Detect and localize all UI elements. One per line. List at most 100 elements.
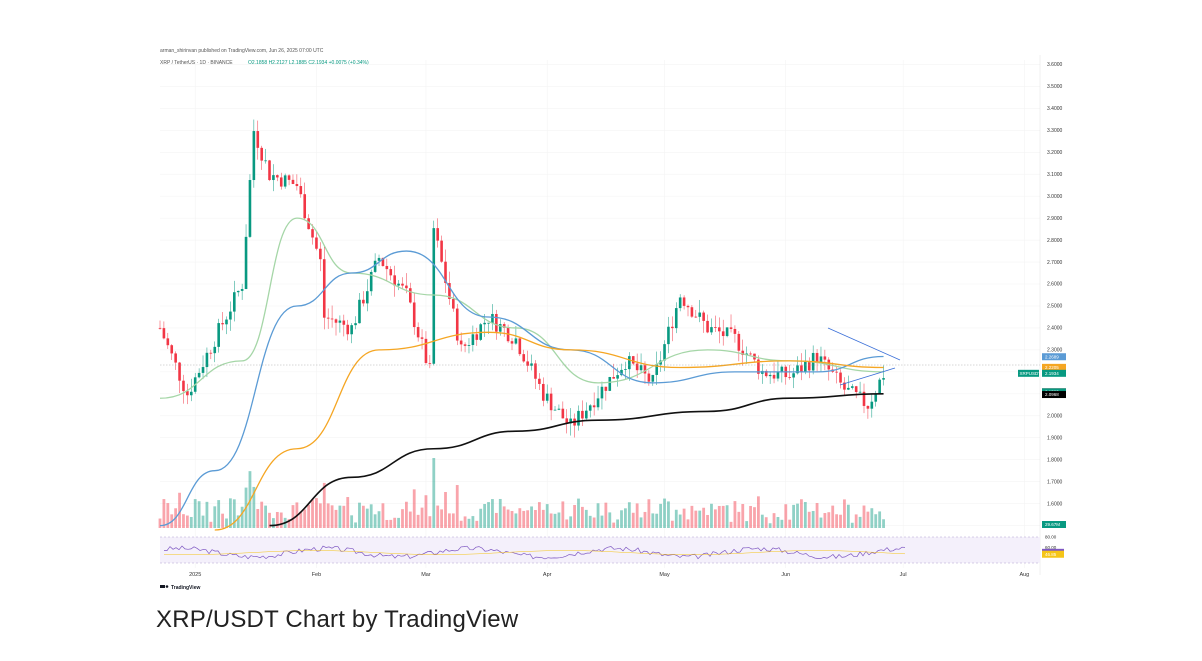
candle-body [483,322,486,325]
y-tick-label: 1.6000 [1047,501,1063,507]
volume-bar [655,513,659,528]
volume-bar [252,486,256,528]
trendline-upper [827,327,901,361]
candle-body [561,408,565,419]
volume-bar [698,510,702,528]
candle-body [272,175,275,181]
volume-bar [772,513,776,528]
candle-body [201,367,205,373]
candle-body [706,320,709,333]
candle-body [358,299,361,324]
candle-body [166,338,170,346]
moving-averages [159,217,884,531]
candle-body [315,237,318,249]
candle-body [678,297,682,309]
candlesticks [158,119,885,438]
volume-bar [612,522,616,528]
volume-bar [831,505,835,528]
volume-bar [354,522,357,528]
volume-bar [647,499,651,528]
candle-body [475,334,479,340]
candle-body [585,410,588,419]
volume-bar [659,503,663,528]
candle-body [291,179,295,185]
volume-bar [565,519,569,528]
volume-bar [780,519,784,528]
volume-bar [815,503,819,528]
candle-body [686,305,690,308]
candle-body [702,312,705,321]
rsi-ma-line [163,550,906,555]
volume-bar [737,511,741,528]
candle-body [768,374,772,377]
candle-body [874,394,878,402]
candle-body [189,391,193,396]
volume-bar [256,509,260,528]
volume-bar [678,514,682,528]
candle-body [698,312,702,317]
volume-bar [581,506,584,528]
volume-bar [397,517,400,528]
logo-text: TradingView [171,585,200,591]
volume-bar [393,517,397,528]
volume-bar [506,509,510,528]
rsi-tag [1042,550,1064,558]
volume-bar [561,501,565,528]
candle-body [162,328,166,339]
candle-body [545,393,549,401]
candle-body [236,290,240,293]
volume-bar [193,499,197,528]
candle-body [772,374,776,379]
candle-body [252,131,256,181]
volume-bar [854,514,858,528]
x-tick-label: Feb [312,572,321,578]
volume-bar [412,489,416,528]
volume-bar [553,513,557,528]
candle-body [780,366,784,372]
candle-body [800,365,803,372]
chart-caption: XRP/USDT Chart by TradingView [156,606,519,633]
candle-body [541,383,545,401]
candle-body [714,327,717,328]
candle-body [651,374,655,382]
candle-body [733,328,737,334]
volume-bar [303,509,307,528]
volume-bar [287,519,291,528]
candle-body [588,405,592,411]
volume-bar [757,496,760,528]
volume-bar [185,515,189,528]
candle-body [463,344,467,346]
candle-body [526,361,529,366]
candle-body [510,341,514,344]
candle-body [264,160,267,162]
volume-bar [760,514,764,528]
volume-bar [463,516,467,528]
x-tick-label: Mar [421,572,431,578]
candle-body [369,271,373,292]
volume-bar [455,485,459,528]
y-tick-label: 2.5000 [1047,304,1063,310]
price-tag [1042,391,1066,399]
volume-bar [788,519,792,528]
candle-body [557,408,561,410]
volume-bar [291,505,295,528]
candle-body [534,363,537,379]
rsi-tag-text: 46.85 [1045,552,1057,557]
candle-body [377,257,381,261]
candle-body [174,353,177,363]
candle-body [158,327,162,329]
candle-body [823,356,827,360]
volume-bar [725,505,729,528]
candle-body [397,283,400,286]
candle-body [612,376,615,379]
candle-body [690,307,694,317]
volume-bar [459,520,463,528]
volume-bar [221,513,224,528]
price-tag [1042,369,1066,377]
volume-bar [518,508,522,528]
volume-bar [510,510,514,528]
volume-bar [682,508,686,528]
volume-bar [491,499,494,528]
volume-bar [627,502,631,528]
volume-bar [839,514,842,528]
